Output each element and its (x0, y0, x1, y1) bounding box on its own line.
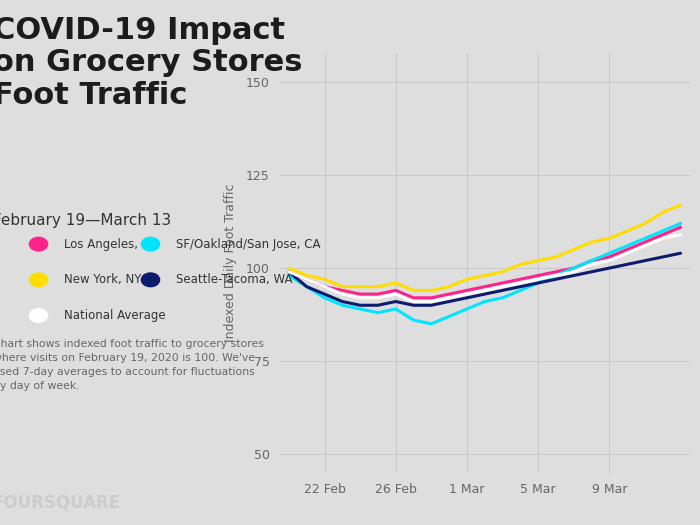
Text: New York, NY: New York, NY (64, 274, 142, 286)
Text: February 19—March 13: February 19—March 13 (0, 213, 172, 228)
Text: Los Angeles, CA: Los Angeles, CA (64, 238, 158, 250)
Text: SF/Oakland/San Jose, CA: SF/Oakland/San Jose, CA (176, 238, 321, 250)
Text: Seattle-Tacoma, WA: Seattle-Tacoma, WA (176, 274, 293, 286)
Text: National Average: National Average (64, 309, 166, 322)
Text: FOURSQUARE: FOURSQUARE (0, 494, 121, 512)
Text: COVID-19 Impact
on Grocery Stores
Foot Traffic: COVID-19 Impact on Grocery Stores Foot T… (0, 16, 302, 110)
Y-axis label: Indexed Daily Foot Traffic: Indexed Daily Foot Traffic (225, 183, 237, 342)
Text: Chart shows indexed foot traffic to grocery stores
where visits on February 19, : Chart shows indexed foot traffic to groc… (0, 339, 264, 391)
